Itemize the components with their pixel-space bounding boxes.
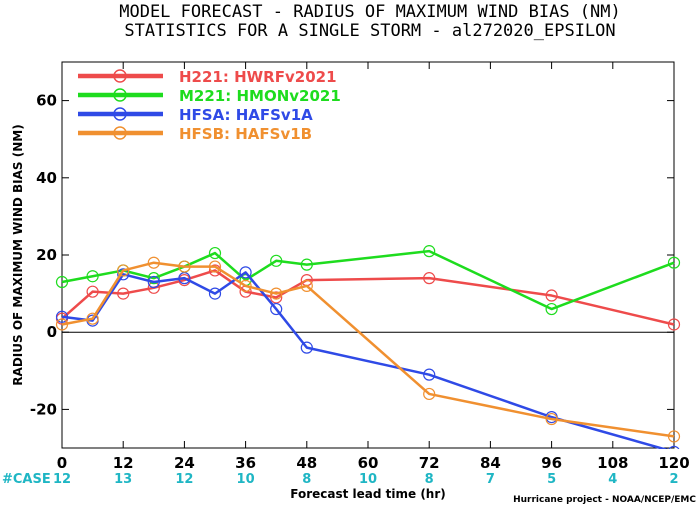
series-line [61, 271, 669, 449]
data-point [208, 246, 222, 260]
data-point [239, 266, 252, 279]
data-point [667, 318, 681, 331]
series-group [55, 245, 681, 449]
data-point [147, 272, 160, 285]
data-point [667, 256, 681, 269]
y-tick-label: 60 [36, 92, 57, 110]
data-point [147, 256, 160, 269]
data-point [270, 254, 283, 267]
data-point [86, 270, 99, 283]
data-point [300, 258, 313, 271]
data-point [208, 287, 222, 300]
data-point [147, 275, 160, 289]
data-point [423, 387, 436, 401]
y-tick-label: 0 [47, 323, 57, 341]
case-count: 5 [547, 472, 556, 487]
y-axis-label: RADIUS OF MAXIMUM WIND BIAS (NM) [11, 124, 25, 385]
legend-entry-label: H221: HWRFv2021 [179, 68, 337, 86]
chart-title: MODEL FORECAST - RADIUS OF MAXIMUM WIND … [119, 2, 621, 22]
data-point [86, 312, 99, 325]
case-counts-row: #CASE 12 13 12 10 8 10 8 7 5 4 2 [2, 472, 679, 487]
y-tick-label: 20 [36, 246, 57, 264]
legend-entry-label: M221: HMONv2021 [179, 87, 341, 105]
case-count: 8 [425, 472, 434, 487]
y-axis-ticks: -20 0 20 40 60 [30, 92, 674, 418]
series [55, 266, 680, 449]
data-point [545, 302, 558, 316]
case-count: 4 [608, 472, 617, 487]
data-point [178, 260, 191, 273]
credit-text: Hurricane project - NOAA/NCEP/EMC [513, 495, 696, 505]
x-tick-label: 108 [597, 454, 628, 472]
data-point [300, 341, 313, 354]
legend-swatch-marker [113, 107, 127, 121]
case-count: 7 [486, 472, 495, 487]
data-point [545, 289, 558, 302]
data-point [270, 287, 283, 300]
data-point [117, 264, 130, 277]
x-axis-label: Forecast lead time (hr) [290, 487, 446, 501]
x-tick-label: 84 [480, 454, 501, 472]
x-axis-ticks: 0 12 24 36 48 60 72 84 96 108 120 [57, 62, 690, 472]
case-count: 10 [237, 472, 255, 487]
legend-entry-label: HFSA: HAFSv1A [179, 106, 313, 124]
data-point [423, 272, 436, 285]
legend-entry-label: HFSB: HAFSv1B [179, 125, 312, 143]
data-point [545, 412, 558, 426]
x-tick-label: 72 [419, 454, 440, 472]
data-point [117, 268, 130, 281]
case-count: 12 [175, 472, 193, 487]
data-point [239, 279, 252, 292]
case-count: 12 [53, 472, 71, 487]
data-point [423, 245, 436, 258]
x-tick-label: 12 [113, 454, 134, 472]
data-point [668, 445, 680, 449]
data-point [86, 285, 99, 298]
case-count: 8 [302, 472, 311, 487]
series-line [61, 261, 675, 438]
chart-subtitle: STATISTICS FOR A SINGLE STORM - al272020… [124, 21, 615, 41]
case-count: 2 [669, 472, 678, 487]
data-point [423, 368, 436, 381]
x-tick-label: 36 [235, 454, 256, 472]
data-point [270, 302, 283, 316]
series [55, 256, 681, 443]
case-count: 13 [114, 472, 132, 487]
y-tick-label: -20 [30, 400, 57, 418]
plot-frame [61, 61, 675, 449]
x-tick-label: 96 [541, 454, 562, 472]
legend-swatch-marker [113, 69, 127, 83]
data-point [117, 287, 130, 300]
x-tick-label: 120 [658, 454, 689, 472]
data-point [55, 275, 69, 289]
data-point [300, 279, 313, 292]
legend-swatch-marker [113, 88, 127, 102]
x-tick-label: 24 [174, 454, 195, 472]
y-tick-label: 40 [36, 169, 57, 187]
x-tick-label: 0 [57, 454, 67, 472]
case-row-label: #CASE [2, 472, 51, 487]
legend-swatch-marker [113, 126, 127, 140]
x-tick-label: 48 [296, 454, 317, 472]
x-tick-label: 60 [358, 454, 379, 472]
case-count: 10 [359, 472, 377, 487]
data-point [55, 318, 69, 331]
data-point [208, 260, 222, 273]
data-point [55, 310, 69, 323]
data-point [667, 430, 681, 443]
